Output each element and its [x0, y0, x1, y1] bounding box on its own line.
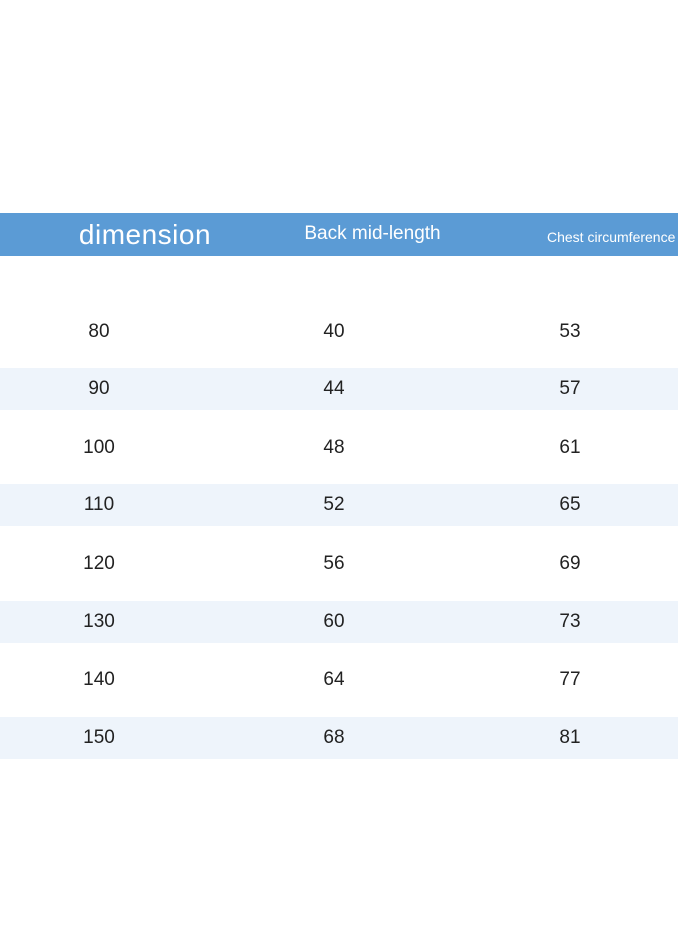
size-chart-table: dimension Back mid-length Chest circumfe… [0, 213, 678, 759]
cell-back-mid-length: 48 [323, 437, 345, 458]
cell-chest-circumference: 57 [559, 378, 581, 399]
cell-back-mid-length: 52 [323, 494, 345, 515]
cell-chest-circumference: 77 [559, 669, 581, 690]
cell-chest-circumference: 53 [559, 321, 581, 342]
table-row: 130 60 73 [0, 601, 678, 643]
cell-dimension: 80 [88, 321, 110, 342]
table-row: 150 68 81 [0, 717, 678, 759]
header-dimension: dimension [78, 219, 212, 250]
cell-back-mid-length: 56 [323, 553, 345, 574]
table-header-row: dimension Back mid-length Chest circumfe… [0, 213, 678, 256]
cell-back-mid-length: 40 [323, 321, 345, 342]
table-row: 140 64 77 [0, 659, 678, 701]
cell-dimension: 120 [83, 553, 115, 574]
header-chest-circumference: Chest circumference [547, 229, 676, 245]
cell-chest-circumference: 69 [559, 553, 581, 574]
cell-chest-circumference: 61 [559, 437, 581, 458]
cell-dimension: 100 [83, 437, 115, 458]
cell-back-mid-length: 44 [323, 378, 345, 399]
table-row: 80 40 53 [0, 311, 678, 353]
cell-dimension: 110 [83, 494, 115, 515]
header-back-mid-length: Back mid-length [304, 223, 441, 244]
cell-chest-circumference: 81 [559, 727, 581, 748]
cell-dimension: 130 [83, 611, 115, 632]
cell-chest-circumference: 65 [559, 494, 581, 515]
cell-dimension: 150 [83, 727, 115, 748]
table-row: 90 44 57 [0, 368, 678, 410]
cell-chest-circumference: 73 [559, 611, 581, 632]
table-row: 120 56 69 [0, 543, 678, 585]
table-row: 110 52 65 [0, 484, 678, 526]
cell-back-mid-length: 64 [323, 669, 345, 690]
table-row: 100 48 61 [0, 427, 678, 469]
cell-dimension: 140 [83, 669, 115, 690]
cell-back-mid-length: 68 [323, 727, 345, 748]
cell-back-mid-length: 60 [323, 611, 345, 632]
cell-dimension: 90 [88, 378, 110, 399]
